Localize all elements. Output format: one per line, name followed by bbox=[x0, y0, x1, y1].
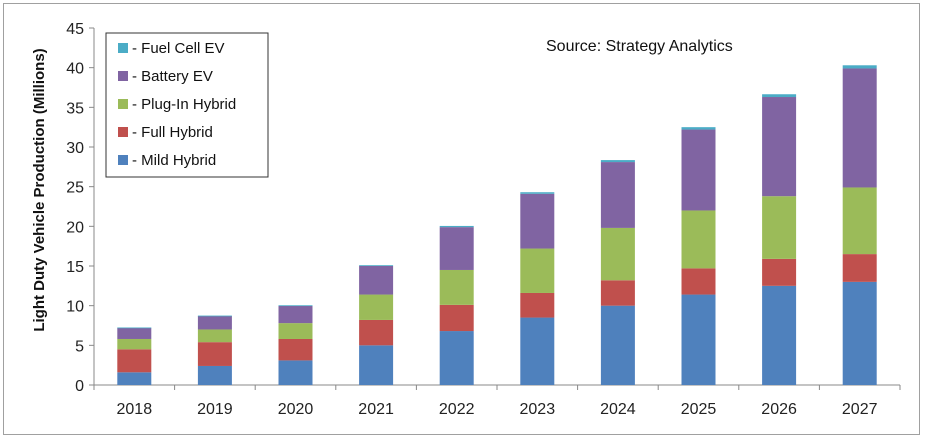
bar-segment bbox=[117, 327, 152, 339]
y-axis-title: Light Duty Vehicle Production (Millions) bbox=[31, 48, 48, 331]
bar-segment bbox=[278, 360, 313, 385]
bar-segment bbox=[842, 65, 877, 69]
bar-segment bbox=[278, 338, 313, 361]
bar-segment bbox=[117, 349, 152, 373]
legend-swatch bbox=[118, 99, 128, 109]
bar-segment bbox=[520, 193, 555, 249]
bar-segment bbox=[762, 97, 797, 197]
x-axis: 2018 2019 2020 2021 2022 2023 2024 2025 2026 2027 bbox=[93, 384, 901, 418]
bar-segment bbox=[842, 68, 877, 188]
legend-swatch bbox=[118, 127, 128, 137]
bar-segment bbox=[439, 225, 474, 228]
bar-segment bbox=[278, 323, 313, 339]
bar-segment bbox=[439, 331, 474, 385]
bar-segment bbox=[520, 292, 555, 318]
bar-segment bbox=[681, 210, 716, 269]
bar-segment bbox=[359, 294, 394, 320]
bar-segment bbox=[117, 338, 152, 350]
bar-segment bbox=[117, 372, 152, 385]
bar-segment bbox=[681, 129, 716, 211]
x-tick-label: 2025 bbox=[681, 401, 717, 418]
bar-segment bbox=[520, 317, 555, 385]
x-tick-label: 2026 bbox=[761, 401, 797, 418]
x-tick-label: 2022 bbox=[439, 401, 475, 418]
bar-segment bbox=[359, 265, 394, 267]
legend-swatch bbox=[118, 43, 128, 53]
y-tick-label: 5 bbox=[75, 338, 84, 355]
bar-segment bbox=[439, 227, 474, 270]
bars-group bbox=[117, 65, 877, 385]
y-tick-label: 0 bbox=[75, 378, 84, 395]
x-tick-label: 2024 bbox=[600, 401, 636, 418]
bar-segment bbox=[278, 305, 313, 324]
bar-segment bbox=[359, 266, 394, 295]
bar-segment bbox=[600, 227, 635, 281]
x-tick-label: 2018 bbox=[117, 401, 153, 418]
bar-segment bbox=[842, 187, 877, 255]
bar-segment bbox=[439, 269, 474, 305]
bar-segment bbox=[681, 294, 716, 385]
y-axis: 0 5 10 15 20 25 30 35 40 45 bbox=[66, 21, 95, 395]
bar-segment bbox=[197, 315, 232, 330]
bar-segment bbox=[197, 342, 232, 366]
bar-segment bbox=[762, 258, 797, 286]
bar-segment bbox=[600, 160, 635, 163]
source-annotation: Source: Strategy Analytics bbox=[546, 38, 733, 55]
legend: - Fuel Cell EV - Battery EV - Plug-In Hybr… bbox=[105, 32, 269, 178]
bar-segment bbox=[842, 281, 877, 385]
legend-label: - Plug-In Hybrid bbox=[132, 96, 236, 113]
bar-segment bbox=[117, 327, 152, 329]
bar-segment bbox=[762, 285, 797, 385]
x-tick-label: 2023 bbox=[520, 401, 556, 418]
bar-segment bbox=[197, 329, 232, 343]
bar-segment bbox=[762, 196, 797, 259]
bar-segment bbox=[520, 192, 555, 194]
bar-segment bbox=[439, 304, 474, 332]
legend-label: - Fuel Cell EV bbox=[132, 40, 225, 57]
x-tick-label: 2021 bbox=[358, 401, 394, 418]
bar-segment bbox=[762, 94, 797, 98]
x-tick-label: 2020 bbox=[278, 401, 314, 418]
y-tick-label: 30 bbox=[66, 140, 84, 157]
bar-segment bbox=[681, 268, 716, 295]
y-tick-label: 15 bbox=[66, 259, 84, 276]
bar-segment bbox=[278, 305, 313, 307]
y-tick-label: 25 bbox=[66, 180, 84, 197]
bar-segment bbox=[359, 319, 394, 346]
legend-swatch bbox=[118, 71, 128, 81]
bar-segment bbox=[600, 305, 635, 385]
bar-segment bbox=[600, 162, 635, 228]
y-tick-label: 35 bbox=[66, 100, 84, 117]
legend-box bbox=[105, 32, 269, 178]
y-tick-label: 20 bbox=[66, 219, 84, 236]
y-tick-label: 10 bbox=[66, 299, 84, 316]
bar-segment bbox=[359, 345, 394, 385]
x-tick-label: 2027 bbox=[842, 401, 878, 418]
bar-segment bbox=[520, 248, 555, 293]
x-tick-label: 2019 bbox=[197, 401, 233, 418]
y-tick-label: 45 bbox=[66, 21, 84, 38]
y-tick-label: 40 bbox=[66, 61, 84, 78]
bar-segment bbox=[197, 365, 232, 385]
bar-segment bbox=[842, 254, 877, 282]
legend-swatch bbox=[118, 155, 128, 165]
bar-segment bbox=[681, 127, 716, 130]
legend-label: - Full Hybrid bbox=[132, 124, 213, 141]
bar-segment bbox=[197, 315, 232, 317]
bar-segment bbox=[600, 280, 635, 306]
legend-label: - Mild Hybrid bbox=[132, 152, 216, 169]
legend-label: - Battery EV bbox=[132, 68, 213, 85]
